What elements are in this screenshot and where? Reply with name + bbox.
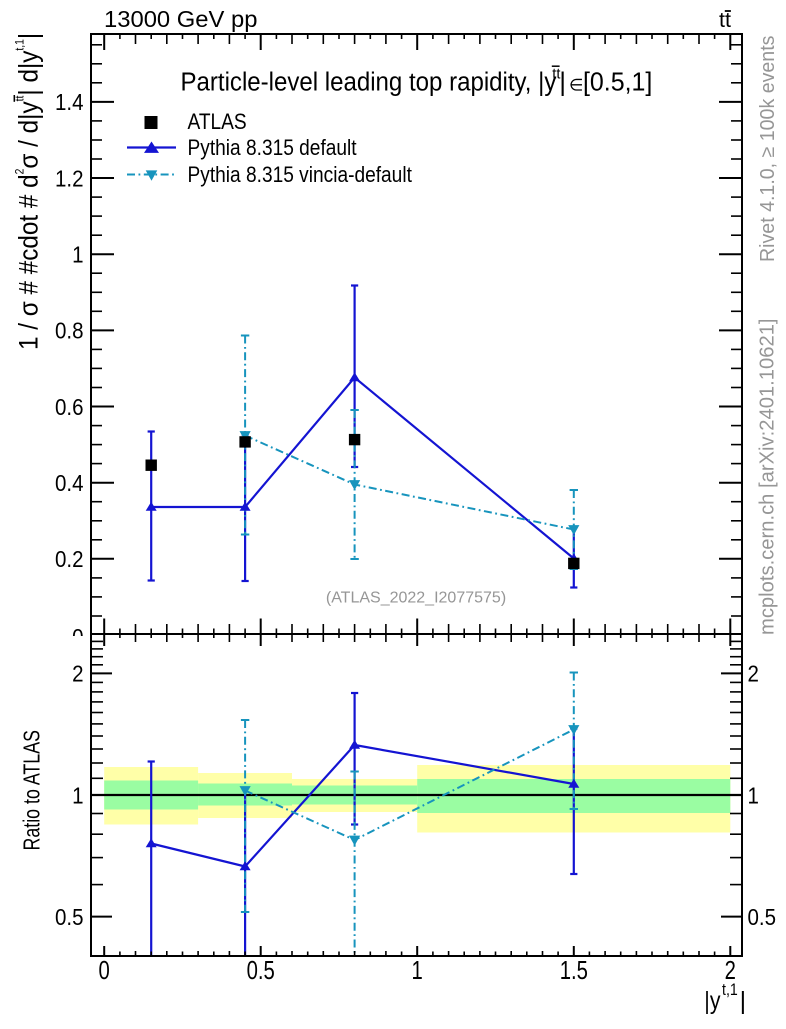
svg-text:|y: |y: [704, 986, 721, 1014]
svg-text:2: 2: [72, 660, 83, 687]
svg-text:1.4: 1.4: [55, 89, 84, 116]
svg-text:0.5: 0.5: [247, 956, 275, 985]
svg-text:Ratio to ATLAS: Ratio to ATLAS: [19, 730, 45, 850]
svg-text:0.5: 0.5: [748, 904, 777, 931]
svg-text:ATLAS: ATLAS: [188, 110, 247, 135]
svg-text:0: 0: [99, 956, 110, 985]
svg-text:|: |: [740, 987, 747, 1015]
svg-text:t,1: t,1: [722, 981, 738, 999]
svg-text:Pythia 8.315 vincia-default: Pythia 8.315 vincia-default: [188, 163, 413, 188]
svg-text:Particle-level leading top rap: Particle-level leading top rapidity, |y: [181, 68, 557, 97]
svg-text:Pythia 8.315 default: Pythia 8.315 default: [188, 136, 357, 161]
svg-text:1.2: 1.2: [55, 165, 84, 192]
svg-text:2: 2: [725, 956, 736, 985]
svg-text:2: 2: [748, 660, 759, 687]
svg-text:1: 1: [72, 241, 83, 268]
svg-text:(ATLAS_2022_I2077575): (ATLAS_2022_I2077575): [326, 590, 506, 607]
svg-text:|: |: [559, 67, 566, 97]
svg-text:0.2: 0.2: [55, 546, 84, 573]
svg-text:[0.5,1]: [0.5,1]: [583, 68, 652, 97]
svg-text:tt: tt: [719, 8, 731, 32]
svg-text:0.5: 0.5: [55, 904, 84, 931]
svg-text:0.4: 0.4: [55, 470, 84, 497]
svg-text:0.6: 0.6: [55, 393, 84, 420]
svg-text:1.5: 1.5: [560, 956, 588, 985]
svg-text:mcplots.cern.ch [arXiv:2401.10: mcplots.cern.ch [arXiv:2401.10621]: [756, 318, 778, 635]
svg-text:0.8: 0.8: [55, 317, 84, 344]
svg-text:0: 0: [72, 623, 83, 650]
svg-text:13000 GeV pp: 13000 GeV pp: [104, 6, 257, 32]
svg-text:∈: ∈: [569, 77, 583, 95]
svg-text:Rivet 4.1.0, ≥ 100k events: Rivet 4.1.0, ≥ 100k events: [757, 35, 779, 262]
svg-text:1: 1: [72, 782, 83, 809]
svg-text:1: 1: [748, 782, 759, 809]
svg-text:1 / σ # #cdot # d2σ / d|ytt| d: 1 / σ # #cdot # d2σ / d|ytt| d|yt,1|: [14, 33, 44, 350]
svg-text:1: 1: [412, 956, 423, 985]
svg-text:tt: tt: [552, 67, 560, 83]
